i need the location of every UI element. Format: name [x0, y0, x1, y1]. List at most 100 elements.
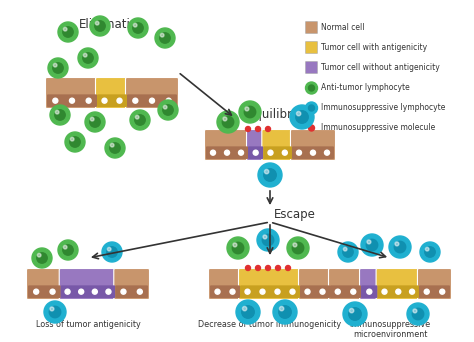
Text: Normal cell: Normal cell [321, 24, 365, 32]
Circle shape [210, 150, 216, 155]
FancyBboxPatch shape [328, 268, 363, 300]
FancyBboxPatch shape [360, 268, 379, 300]
Circle shape [136, 115, 139, 119]
Circle shape [255, 265, 261, 271]
FancyBboxPatch shape [306, 41, 318, 53]
Circle shape [102, 98, 107, 103]
FancyBboxPatch shape [264, 146, 292, 159]
Circle shape [296, 111, 301, 116]
Circle shape [306, 102, 318, 114]
Circle shape [55, 110, 59, 114]
Text: Decrease of tumor immunogenicity: Decrease of tumor immunogenicity [199, 320, 342, 329]
Circle shape [160, 34, 164, 37]
FancyBboxPatch shape [292, 146, 334, 159]
FancyBboxPatch shape [378, 285, 419, 298]
FancyBboxPatch shape [306, 62, 318, 74]
Circle shape [63, 27, 73, 37]
Circle shape [50, 289, 55, 294]
Circle shape [128, 18, 148, 38]
FancyBboxPatch shape [248, 146, 264, 159]
Circle shape [263, 235, 267, 239]
Circle shape [107, 247, 117, 257]
Circle shape [37, 253, 41, 257]
Circle shape [309, 125, 315, 131]
Circle shape [245, 107, 249, 111]
Circle shape [117, 98, 122, 103]
Circle shape [287, 237, 309, 259]
Circle shape [110, 143, 114, 147]
Circle shape [349, 308, 354, 313]
FancyBboxPatch shape [240, 285, 300, 298]
Circle shape [90, 117, 100, 127]
Circle shape [164, 105, 167, 109]
Circle shape [268, 150, 273, 155]
Text: Tumor cell with antigenicity: Tumor cell with antigenicity [321, 43, 427, 53]
Circle shape [338, 242, 358, 262]
Circle shape [58, 22, 78, 42]
Circle shape [65, 289, 70, 294]
Circle shape [34, 289, 39, 294]
Text: Immunosuppressive lymphocyte: Immunosuppressive lymphocyte [321, 104, 446, 113]
Circle shape [280, 306, 284, 311]
Text: Immunosuppressive molecule: Immunosuppressive molecule [321, 123, 435, 132]
FancyBboxPatch shape [418, 268, 452, 300]
Circle shape [296, 111, 308, 123]
FancyBboxPatch shape [61, 285, 115, 298]
Circle shape [367, 289, 372, 294]
FancyBboxPatch shape [330, 285, 361, 298]
Circle shape [44, 301, 66, 323]
Circle shape [160, 33, 170, 43]
Circle shape [55, 110, 65, 120]
Circle shape [95, 21, 105, 31]
Circle shape [361, 234, 383, 256]
FancyBboxPatch shape [47, 94, 97, 107]
Circle shape [64, 27, 67, 31]
Circle shape [246, 265, 250, 271]
Circle shape [63, 245, 73, 255]
Circle shape [110, 143, 120, 153]
Circle shape [389, 236, 411, 258]
Circle shape [91, 117, 94, 121]
Circle shape [366, 239, 378, 251]
Circle shape [309, 105, 315, 111]
Text: Loss of tumor antigenicity: Loss of tumor antigenicity [36, 320, 140, 329]
Circle shape [293, 243, 297, 247]
Circle shape [133, 23, 137, 27]
Circle shape [86, 98, 91, 103]
Circle shape [275, 265, 281, 271]
Circle shape [420, 242, 440, 262]
Circle shape [325, 150, 329, 155]
Circle shape [244, 106, 255, 118]
Circle shape [49, 306, 61, 318]
FancyBboxPatch shape [299, 268, 331, 300]
Circle shape [296, 150, 301, 155]
Circle shape [264, 169, 276, 181]
Circle shape [95, 22, 99, 25]
Circle shape [396, 289, 401, 294]
Circle shape [236, 300, 260, 324]
Circle shape [54, 63, 57, 67]
Circle shape [306, 82, 318, 94]
FancyBboxPatch shape [127, 94, 177, 107]
Circle shape [243, 306, 247, 311]
Circle shape [264, 170, 269, 174]
Circle shape [58, 240, 78, 260]
Circle shape [309, 85, 315, 91]
Circle shape [83, 53, 93, 63]
Circle shape [367, 240, 371, 244]
FancyBboxPatch shape [206, 146, 248, 159]
Circle shape [285, 265, 291, 271]
Circle shape [70, 98, 74, 103]
FancyBboxPatch shape [238, 268, 301, 300]
FancyBboxPatch shape [246, 130, 265, 160]
Circle shape [135, 115, 145, 125]
Circle shape [255, 127, 261, 132]
Circle shape [413, 309, 417, 313]
Text: Escape: Escape [274, 208, 316, 221]
Circle shape [407, 303, 429, 325]
FancyBboxPatch shape [27, 268, 62, 300]
Circle shape [137, 289, 142, 294]
Circle shape [395, 242, 399, 246]
FancyBboxPatch shape [376, 268, 420, 300]
FancyBboxPatch shape [28, 285, 61, 298]
